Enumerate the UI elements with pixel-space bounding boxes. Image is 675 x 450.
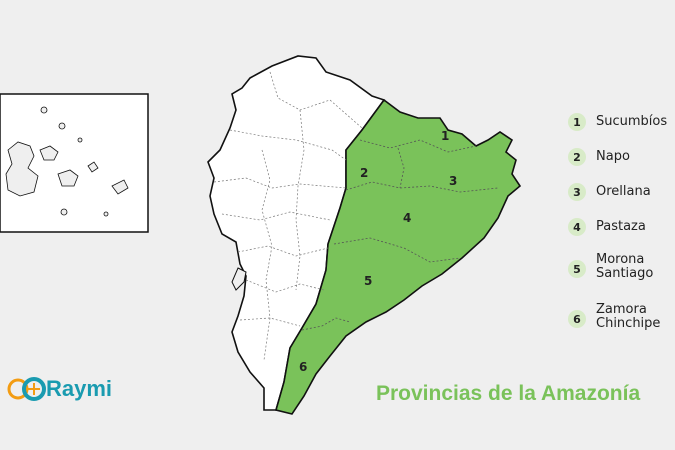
legend-label: Pastaza — [596, 219, 646, 234]
map-title: Provincias de la Amazonía — [376, 382, 641, 405]
legend-item-orellana: 3 Orellana — [568, 183, 651, 201]
legend-item-sucumbios: 1 Sucumbíos — [568, 113, 667, 131]
legend-number: 5 — [568, 260, 586, 278]
map-label-3: 3 — [449, 174, 458, 188]
legend-item-zamora-chinchipe: 6 Zamora Chinchipe — [568, 303, 660, 331]
legend-item-morona-santiago: 5 Morona Santiago — [568, 253, 653, 281]
legend-number: 4 — [568, 218, 586, 236]
logo-text: Raymi — [46, 376, 113, 401]
ecuador-mainland — [207, 55, 386, 411]
logo: Raymi — [42, 374, 112, 404]
amazon-province-borders — [301, 139, 499, 331]
legend-number: 1 — [568, 113, 586, 131]
map-label-1: 1 — [441, 129, 450, 143]
legend-label: Morona Santiago — [596, 252, 654, 281]
legend-number: 6 — [568, 310, 586, 328]
gulf-inlet — [231, 267, 247, 291]
legend-number: 3 — [568, 183, 586, 201]
highland-province-borders — [213, 71, 363, 361]
logo-icon — [7, 377, 46, 401]
amazon-region — [275, 98, 522, 415]
legend-label: Sucumbíos — [596, 114, 668, 129]
map-label-4: 4 — [403, 211, 412, 225]
legend-item-pastaza: 4 Pastaza — [568, 218, 646, 236]
legend-item-napo: 2 Napo — [568, 148, 630, 166]
legend-label: Napo — [596, 149, 630, 164]
map-label-6: 6 — [299, 360, 308, 374]
legend-label: Zamora Chinchipe — [596, 302, 661, 331]
legend-number: 2 — [568, 148, 586, 166]
map-label-5: 5 — [364, 274, 373, 288]
legend-label: Orellana — [596, 184, 651, 199]
map-label-2: 2 — [360, 166, 369, 180]
galapagos-inset — [0, 93, 149, 233]
